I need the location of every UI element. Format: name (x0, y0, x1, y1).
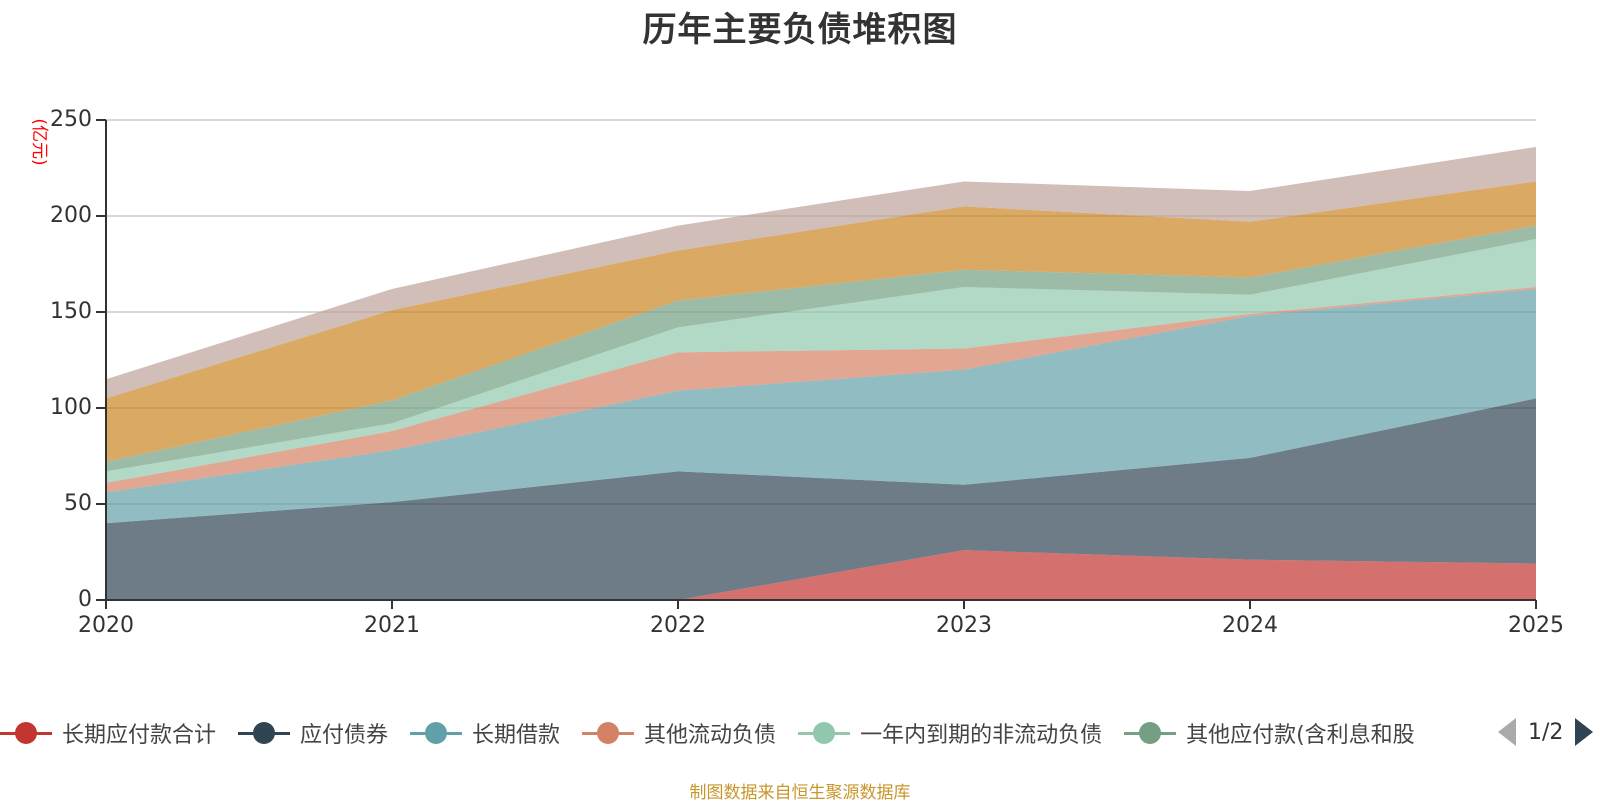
legend-item[interactable]: 其他应付款(含利息和股 (1124, 717, 1415, 749)
legend-label: 长期应付款合计 (62, 723, 217, 748)
y-tick-label: 200 (50, 203, 92, 228)
y-tick-label: 0 (78, 587, 92, 612)
legend-marker-icon (410, 719, 463, 747)
area-series-7[interactable] (106, 146, 1536, 399)
legend: 长期应付款合计 应付债券 长期借款 其他流动负债 一年内到期的非流动负债 其他应付款(含利… (0, 713, 1437, 753)
legend-marker-icon (1124, 719, 1177, 747)
area-series-6[interactable] (106, 181, 1536, 462)
legend-prev-page-icon[interactable] (1498, 718, 1516, 746)
area-series-layer (106, 146, 1536, 600)
y-tick-label: 50 (64, 491, 92, 516)
legend-marker-icon (798, 719, 851, 747)
legend-label: 其他流动负债 (644, 723, 777, 748)
legend-marker-icon (238, 719, 291, 747)
legend-label: 应付债券 (300, 723, 389, 748)
legend-item[interactable]: 其他流动负债 (582, 717, 776, 749)
x-tick-label: 2021 (364, 613, 420, 638)
chart-title: 历年主要负债堆积图 (642, 10, 958, 50)
area-series-0[interactable] (106, 550, 1536, 600)
x-tick-label: 2025 (1508, 613, 1564, 638)
legend-label: 长期借款 (472, 723, 561, 748)
x-tick-label: 2024 (1222, 613, 1278, 638)
legend-item[interactable]: 长期借款 (410, 717, 560, 749)
legend-item[interactable]: 长期应付款合计 (0, 717, 216, 749)
y-tick-label: 250 (50, 107, 92, 132)
area-series-2[interactable] (106, 288, 1536, 524)
area-series-4[interactable] (106, 239, 1536, 483)
legend-next-page-icon[interactable] (1575, 718, 1594, 746)
legend-label: 一年内到期的非流动负债 (860, 723, 1103, 748)
legend-page-indicator: 1/2 (1528, 719, 1564, 745)
x-tick-label: 2022 (650, 613, 706, 638)
y-axis-unit-label: (亿元) (29, 118, 49, 165)
legend-pager: 1/2 (1498, 718, 1594, 746)
x-tick-label: 2023 (936, 613, 992, 638)
axes: 0 50 100 150 200 250 2020 2021 2022 2023 2024 2025 (50, 107, 1564, 638)
legend-item[interactable]: 一年内到期的非流动负债 (798, 717, 1102, 749)
y-tick-label: 100 (50, 395, 92, 420)
source-note: 制图数据来自恒生聚源数据库 (689, 783, 911, 803)
x-tick-label: 2020 (78, 613, 134, 638)
legend-marker-icon (582, 719, 635, 747)
y-tick-label: 150 (50, 299, 92, 324)
area-series-1[interactable] (106, 398, 1536, 600)
legend-marker-icon (0, 719, 52, 747)
area-series-5[interactable] (106, 225, 1536, 472)
legend-item[interactable]: 应付债券 (238, 717, 388, 749)
legend-label: 其他应付款(含利息和股 (1186, 723, 1415, 748)
